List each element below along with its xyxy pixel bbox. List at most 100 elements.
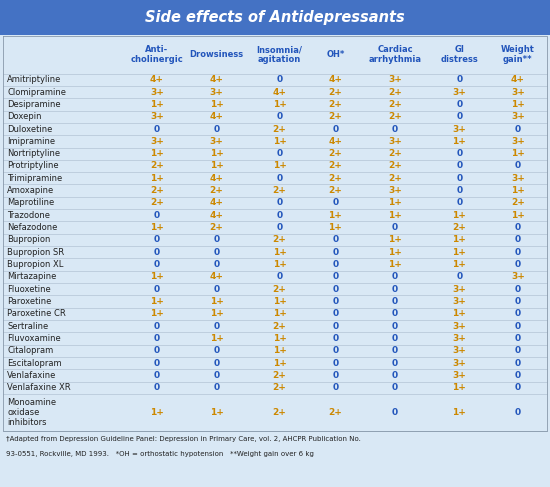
Text: 0: 0 [456,149,463,158]
Text: 0: 0 [392,322,398,331]
Text: 0: 0 [154,260,160,269]
Text: 0: 0 [392,272,398,281]
Text: 1+: 1+ [511,211,525,220]
Text: 3+: 3+ [388,186,402,195]
Text: 2+: 2+ [273,371,287,380]
Text: 2+: 2+ [273,186,287,195]
Text: Paroxetine: Paroxetine [7,297,52,306]
Text: 0: 0 [154,322,160,331]
Text: 1+: 1+ [273,162,287,170]
Text: Amoxapine: Amoxapine [7,186,54,195]
Text: 2+: 2+ [273,285,287,294]
Text: Duloxetine: Duloxetine [7,125,52,133]
Text: 3+: 3+ [452,88,466,96]
Text: 3+: 3+ [388,137,402,146]
Text: 1+: 1+ [273,334,287,343]
Text: 0: 0 [456,100,463,109]
Text: Side effects of Antidepressants: Side effects of Antidepressants [145,10,405,25]
Text: 1+: 1+ [210,149,224,158]
Text: 3+: 3+ [150,112,164,121]
Text: 2+: 2+ [388,100,402,109]
Text: 0: 0 [515,248,521,257]
Text: 2+: 2+ [273,383,287,393]
Text: 1+: 1+ [150,272,164,281]
Text: 2+: 2+ [388,88,402,96]
Text: 3+: 3+ [452,125,466,133]
Text: 1+: 1+ [388,211,402,220]
Text: 4+: 4+ [210,199,224,207]
Text: 0: 0 [213,322,219,331]
Text: Desipramine: Desipramine [7,100,60,109]
Text: 4+: 4+ [210,272,224,281]
Text: 3+: 3+ [511,137,525,146]
Text: 2+: 2+ [388,149,402,158]
Text: 0: 0 [392,408,398,417]
Text: 3+: 3+ [210,88,224,96]
Text: 1+: 1+ [328,223,342,232]
Text: 1+: 1+ [210,408,224,417]
Text: 0: 0 [515,383,521,393]
Text: 0: 0 [332,125,338,133]
Text: 2+: 2+ [150,186,164,195]
Text: Amitriptyline: Amitriptyline [7,75,62,84]
Text: 0: 0 [515,125,521,133]
Text: 0: 0 [456,162,463,170]
Text: 0: 0 [515,334,521,343]
Text: 3+: 3+ [452,359,466,368]
Text: 0: 0 [213,235,219,244]
Text: 0: 0 [277,199,283,207]
Text: Paroxetine CR: Paroxetine CR [7,309,66,318]
Text: 3+: 3+ [511,88,525,96]
Text: 0: 0 [392,371,398,380]
Text: 4+: 4+ [210,211,224,220]
Text: 3+: 3+ [150,88,164,96]
Text: 2+: 2+ [273,125,287,133]
Text: 3+: 3+ [452,334,466,343]
Text: 0: 0 [213,260,219,269]
Text: 0: 0 [154,383,160,393]
Text: 0: 0 [456,112,463,121]
Text: 1+: 1+ [388,199,402,207]
Text: Citalopram: Citalopram [7,346,53,356]
Text: 3+: 3+ [511,174,525,183]
Text: 2+: 2+ [452,223,466,232]
Text: 0: 0 [213,285,219,294]
Text: Imipramine: Imipramine [7,137,55,146]
Text: 0: 0 [277,174,283,183]
Text: 0: 0 [154,125,160,133]
Text: 0: 0 [277,272,283,281]
Text: 0: 0 [277,75,283,84]
Text: 1+: 1+ [452,235,466,244]
Text: 0: 0 [154,248,160,257]
Text: Bupropion XL: Bupropion XL [7,260,63,269]
Text: Clomipramine: Clomipramine [7,88,66,96]
Text: 0: 0 [515,162,521,170]
Text: 0: 0 [277,112,283,121]
Text: 0: 0 [456,186,463,195]
Text: Fluoxetine: Fluoxetine [7,285,51,294]
Text: 0: 0 [456,174,463,183]
Text: 1+: 1+ [150,408,164,417]
Text: 0: 0 [515,223,521,232]
Text: 1+: 1+ [388,260,402,269]
Text: 3+: 3+ [452,371,466,380]
Text: 3+: 3+ [511,272,525,281]
Text: 0: 0 [392,359,398,368]
Text: 2+: 2+ [273,235,287,244]
Text: 1+: 1+ [150,100,164,109]
Text: 0: 0 [392,383,398,393]
Text: Monoamine
oxidase
inhibitors: Monoamine oxidase inhibitors [7,398,56,427]
Text: 0: 0 [154,359,160,368]
Text: 0: 0 [213,346,219,356]
Text: Bupropion SR: Bupropion SR [7,248,64,257]
Text: 0: 0 [515,309,521,318]
Text: 1+: 1+ [150,149,164,158]
Text: Nortriptyline: Nortriptyline [7,149,60,158]
Text: 4+: 4+ [210,112,224,121]
Text: 0: 0 [392,346,398,356]
Text: 0: 0 [332,383,338,393]
Text: 1+: 1+ [210,309,224,318]
Text: Weight
gain**: Weight gain** [501,45,535,64]
Text: 4+: 4+ [511,75,525,84]
Text: Venlafaxine: Venlafaxine [7,371,57,380]
